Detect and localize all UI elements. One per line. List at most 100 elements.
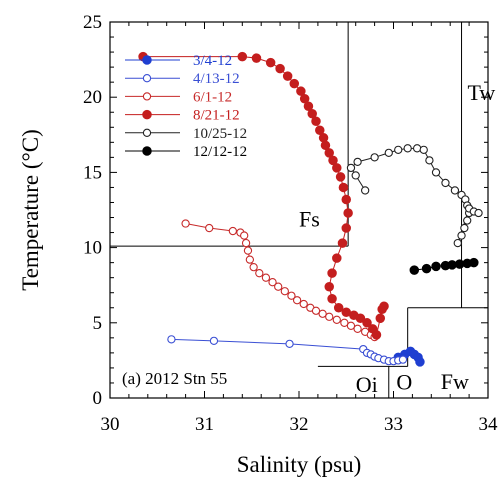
data-point	[425, 156, 434, 165]
region-label-oi: Oi	[356, 372, 378, 397]
data-point	[324, 281, 334, 292]
data-point	[289, 78, 300, 89]
series-4-13-12	[167, 335, 408, 366]
data-point	[285, 339, 294, 349]
data-point	[379, 301, 389, 312]
data-point	[371, 330, 382, 340]
region-label-fs: Fs	[299, 207, 320, 232]
data-point	[346, 321, 356, 330]
x-tick-label: 33	[384, 414, 403, 435]
data-point	[333, 303, 344, 313]
data-point	[307, 108, 317, 119]
y-axis-title: Temperature (°C)	[18, 129, 43, 290]
data-point	[457, 231, 466, 240]
legend-item: 3/4-12	[125, 53, 232, 69]
data-point	[338, 182, 349, 193]
data-point	[296, 86, 306, 96]
data-point	[205, 223, 214, 233]
data-point	[228, 226, 237, 236]
region-label-o: O	[396, 370, 412, 395]
data-point	[353, 324, 362, 333]
data-point	[463, 216, 472, 225]
data-point	[237, 51, 248, 62]
data-point	[431, 168, 441, 177]
data-point	[303, 101, 314, 111]
data-point	[460, 223, 469, 233]
data-point	[167, 335, 176, 344]
data-point	[337, 238, 348, 248]
data-point	[375, 313, 386, 324]
series-6-1-12	[181, 219, 379, 342]
series-layer	[138, 51, 483, 367]
data-point	[241, 238, 251, 248]
data-point	[327, 268, 337, 278]
x-tick-label: 34	[479, 414, 499, 435]
region-labels: Tw Fs Oi O Fw	[299, 80, 495, 397]
data-point	[415, 357, 425, 367]
data-point	[328, 155, 338, 166]
x-tick-label: 30	[101, 414, 120, 435]
data-point	[398, 355, 408, 364]
data-point	[274, 282, 283, 291]
data-point	[287, 291, 296, 300]
data-point	[469, 257, 479, 268]
legend-item: 6/1-12	[125, 89, 232, 105]
data-point	[282, 71, 293, 81]
y-tick-label: 20	[83, 87, 102, 108]
data-point	[346, 163, 356, 173]
legend-item: 4/13-12	[125, 71, 240, 87]
data-point	[265, 57, 276, 68]
data-point	[332, 163, 342, 173]
data-point	[315, 125, 325, 136]
y-tick-label: 10	[83, 238, 102, 259]
data-point	[243, 246, 253, 255]
y-tick-label: 0	[93, 388, 103, 409]
data-point	[320, 140, 331, 151]
legend-label: 8/21-12	[193, 108, 240, 124]
data-point	[421, 263, 432, 274]
legend-swatch-marker	[142, 146, 152, 156]
data-point	[335, 172, 346, 182]
series-8-21-12	[138, 51, 389, 340]
data-point	[268, 278, 277, 287]
data-point	[318, 309, 327, 318]
data-point	[275, 63, 285, 74]
x-tick-label: 31	[195, 414, 214, 435]
data-point	[332, 253, 342, 263]
data-point	[261, 273, 271, 282]
legend-swatch-marker	[142, 128, 152, 137]
axis-ticks: 30 31 32 33 34 0 5 10 15 20 25	[83, 12, 498, 435]
data-point	[351, 171, 360, 180]
data-point	[419, 145, 428, 154]
data-point	[370, 153, 379, 162]
data-point	[280, 287, 289, 296]
data-point	[409, 265, 420, 275]
legend-label: 12/12-12	[193, 144, 247, 160]
legend-item: 8/21-12	[125, 108, 240, 124]
legend-label: 10/25-12	[193, 126, 247, 142]
legend-swatch-marker	[142, 109, 152, 120]
data-point	[249, 263, 258, 272]
data-point	[384, 148, 393, 157]
region-label-tw: Tw	[468, 80, 496, 105]
data-point	[245, 255, 255, 264]
data-point	[299, 299, 308, 309]
data-point	[325, 312, 334, 321]
data-point	[341, 194, 351, 205]
data-point	[341, 223, 351, 233]
data-point	[403, 144, 412, 153]
data-point	[362, 318, 372, 328]
data-point	[311, 116, 321, 127]
data-point	[355, 313, 366, 324]
legend-item: 12/12-12	[125, 144, 247, 160]
data-point	[209, 336, 219, 345]
data-point	[327, 293, 337, 304]
data-point	[181, 219, 190, 228]
data-point	[360, 186, 370, 195]
data-point	[412, 144, 422, 153]
station-annotation: (a) 2012 Stn 55	[122, 369, 227, 388]
data-point	[431, 261, 441, 272]
region-label-fw: Fw	[441, 369, 469, 394]
legend-swatch-marker	[142, 55, 152, 65]
